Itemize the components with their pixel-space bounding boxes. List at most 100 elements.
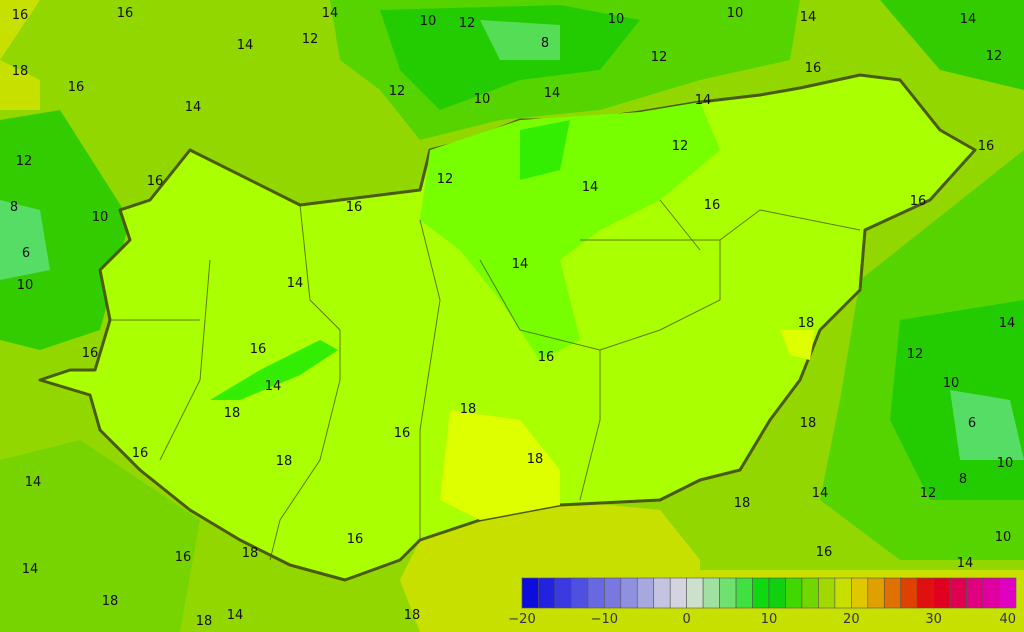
- colorbar-swatch: [620, 577, 638, 609]
- colorbar-swatch: [538, 577, 556, 609]
- contour-label: 18: [800, 416, 817, 431]
- colorbar-swatch: [834, 577, 852, 609]
- contour-label: 16: [347, 532, 364, 547]
- inside-regions: [210, 102, 815, 520]
- south-warm-area: [440, 410, 560, 520]
- contour-label: 16: [394, 426, 411, 441]
- contour-label: 18: [276, 454, 293, 469]
- colorbar-swatch: [604, 577, 622, 609]
- colorbar-swatch: [982, 577, 1000, 609]
- contour-label: 6: [968, 416, 976, 431]
- colorbar-swatch: [900, 577, 918, 609]
- contour-label: 16: [978, 139, 995, 154]
- colorbar-swatch: [818, 577, 836, 609]
- colorbar: −20 −10 0 10 20 30 40: [508, 570, 1024, 632]
- colorbar-swatch: [521, 577, 539, 609]
- contour-label: 12: [16, 154, 33, 169]
- contour-label: 12: [437, 172, 454, 187]
- contour-label: 16: [12, 8, 29, 23]
- west-cold-spot: [0, 200, 50, 280]
- contour-label: 16: [910, 194, 927, 209]
- county-line: [719, 209, 861, 241]
- contour-label: 16: [250, 342, 267, 357]
- east-warm-spot: [780, 330, 815, 360]
- contour-label: 14: [512, 257, 529, 272]
- contour-label: 18: [798, 316, 815, 331]
- contour-label: 16: [805, 61, 822, 76]
- colorbar-swatch: [966, 577, 984, 609]
- county-line: [159, 259, 211, 461]
- contour-label: 16: [816, 545, 833, 560]
- contour-label: 12: [986, 49, 1003, 64]
- contour-label: 12: [672, 139, 689, 154]
- colorbar-swatch: [719, 577, 737, 609]
- contour-label: 14: [265, 379, 282, 394]
- contour-label: 10: [727, 6, 744, 21]
- contour-label: 16: [346, 200, 363, 215]
- colorbar-swatch: [801, 577, 819, 609]
- contour-label: 10: [995, 530, 1012, 545]
- colorbar-swatch: [916, 577, 934, 609]
- contour-label: 10: [92, 210, 109, 225]
- contour-label: 18: [734, 496, 751, 511]
- contour-label: 12: [302, 32, 319, 47]
- colorbar-swatch: [702, 577, 720, 609]
- colorbar-swatch: [768, 577, 786, 609]
- contour-label: 10: [420, 14, 437, 29]
- county-line: [419, 219, 441, 540]
- contour-label: 14: [960, 12, 977, 27]
- contour-label: 16: [117, 6, 134, 21]
- contour-label: 12: [920, 486, 937, 501]
- colorbar-swatch: [933, 577, 951, 609]
- contour-label: 16: [175, 550, 192, 565]
- contour-label: 12: [651, 50, 668, 65]
- contour-labels: 16 16 14 12 10 12 10 8 10 14 14 18 16 14 12 14 10 14 12 16 1…: [10, 6, 1015, 629]
- contour-label: 12: [907, 347, 924, 362]
- southwest-region: [0, 440, 200, 632]
- contour-label: 14: [800, 10, 817, 25]
- contour-label: 14: [22, 562, 39, 577]
- contour-label: 10: [943, 376, 960, 391]
- colorbar-swatch: [686, 577, 704, 609]
- matra-cool-spot: [520, 120, 570, 180]
- contour-label: 8: [10, 200, 18, 215]
- contour-label: 8: [541, 36, 549, 51]
- contour-label: 18: [460, 402, 477, 417]
- northwest-warm-spot: [0, 0, 40, 60]
- contour-label: 14: [185, 100, 202, 115]
- contour-label: 18: [242, 546, 259, 561]
- east-cold-spot: [950, 390, 1024, 460]
- colorbar-tick-label: 20: [843, 612, 860, 627]
- contour-label: 16: [538, 350, 555, 365]
- contour-label: 16: [82, 346, 99, 361]
- contour-label: 14: [544, 86, 561, 101]
- colorbar-tick-label: 10: [761, 612, 778, 627]
- contour-label: 18: [224, 406, 241, 421]
- contour-label: 14: [227, 608, 244, 623]
- colorbar-swatch: [653, 577, 671, 609]
- northeast-green-region: [880, 0, 1024, 90]
- colorbar-swatch: [752, 577, 770, 609]
- contour-label: 18: [196, 614, 213, 629]
- colorbar-swatch: [851, 577, 869, 609]
- contour-label: 12: [459, 16, 476, 31]
- contour-label: 14: [695, 93, 712, 108]
- colorbar-swatch: [999, 577, 1017, 609]
- contour-label: 18: [527, 452, 544, 467]
- west-warm-spot: [0, 60, 40, 110]
- county-line: [659, 199, 701, 251]
- northern-hills-region: [420, 102, 720, 360]
- contour-label: 18: [102, 594, 119, 609]
- contour-label: 14: [812, 486, 829, 501]
- contour-label: 18: [404, 608, 421, 623]
- colorbar-swatch: [883, 577, 902, 609]
- north-cold-spot: [480, 20, 560, 60]
- colorbar-swatch: [867, 577, 885, 609]
- contour-label: 14: [582, 180, 599, 195]
- colorbar-tick-label: 40: [999, 612, 1016, 627]
- contour-label: 16: [147, 174, 164, 189]
- contour-label: 10: [474, 92, 491, 107]
- colorbar-swatch: [587, 577, 605, 609]
